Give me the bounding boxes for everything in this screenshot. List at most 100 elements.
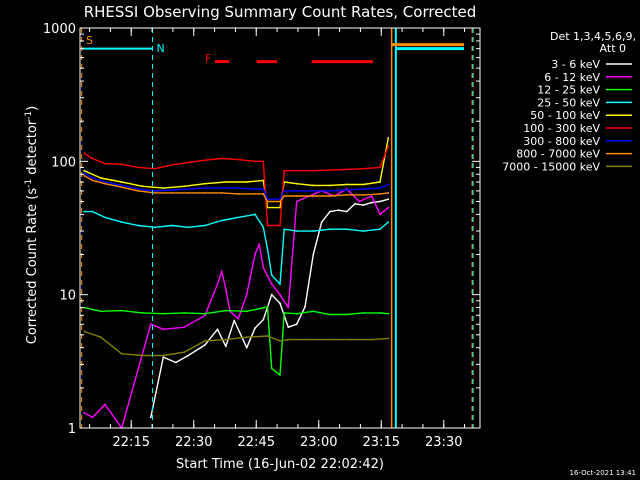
series-7-point-21 <box>379 193 381 195</box>
series-2-point-15 <box>329 313 331 316</box>
series-8-point-9 <box>266 335 269 337</box>
x-tick-label-3: 23:00 <box>300 435 337 450</box>
series-1-point-0 <box>83 411 86 414</box>
series-2-point-5 <box>183 312 186 314</box>
series-4-point-13 <box>295 182 298 185</box>
series-0-point-13 <box>270 293 273 296</box>
chart-title: RHESSI Observing Summary Count Rates, Co… <box>84 3 477 21</box>
series-5-point-18 <box>329 169 331 172</box>
series-1-point-12 <box>237 317 240 320</box>
series-4-point-15 <box>329 184 331 187</box>
series-3-point-13 <box>266 248 269 250</box>
x-tick-label-4: 23:15 <box>363 435 400 450</box>
series-0-point-11 <box>254 327 256 330</box>
series-4-point-1 <box>99 177 102 179</box>
series-1-point-13 <box>245 293 248 296</box>
series-3-point-3 <box>120 221 123 224</box>
series-3-point-22 <box>379 228 381 231</box>
series-1-point-15 <box>258 243 261 245</box>
series-0-point-16 <box>295 323 298 326</box>
flag-label-f: F <box>205 52 211 65</box>
series-6-point-9 <box>220 187 223 190</box>
series-0-point-10 <box>245 346 248 349</box>
series-1-point-17 <box>270 283 273 285</box>
series-6-point-20 <box>362 188 365 190</box>
series-1-point-19 <box>287 306 290 309</box>
series-7-point-11 <box>254 193 256 195</box>
series-5-point-9 <box>220 157 223 160</box>
series-0-point-17 <box>304 306 306 308</box>
series-7-point-1 <box>91 179 94 182</box>
series-1-point-26 <box>370 195 373 197</box>
series-1-point-18 <box>279 293 281 296</box>
series-0-point-5 <box>187 354 190 357</box>
series-5-point-5 <box>154 167 156 170</box>
series-6-point-1 <box>91 177 94 179</box>
series-1-point-8 <box>216 283 219 285</box>
series-5-point-7 <box>187 161 190 164</box>
series-6-point-8 <box>204 187 206 190</box>
series-4-point-11 <box>279 206 281 209</box>
series-4-point-9 <box>262 179 265 182</box>
series-0-point-7 <box>216 328 219 331</box>
x-axis-label: Start Time (16-Jun-02 22:02:42) <box>176 457 384 472</box>
series-3-point-8 <box>204 224 206 227</box>
flag-label-n: N <box>157 42 165 55</box>
series-6-point-19 <box>345 189 348 191</box>
series-1-point-14 <box>254 253 256 256</box>
series-5-point-21 <box>379 166 381 169</box>
x-tick-label-2: 22:45 <box>238 435 275 450</box>
series-8-point-8 <box>245 336 248 339</box>
series-3-point-9 <box>220 219 223 222</box>
series-line-3 <box>84 210 389 285</box>
series-0-point-22 <box>345 210 348 213</box>
series-0-point-15 <box>287 326 290 329</box>
y-axis-label-sup1: -1 <box>24 179 34 188</box>
series-7-point-8 <box>204 192 206 194</box>
series-0-point-24 <box>362 204 365 207</box>
series-2-point-3 <box>141 312 144 314</box>
y-axis-label-end: ) <box>25 106 40 111</box>
timestamp: 16-Oct-2021 13:41 <box>570 469 636 477</box>
series-6-point-3 <box>120 184 123 187</box>
series-0-point-14 <box>279 302 281 305</box>
series-7-point-12 <box>262 193 265 195</box>
series-1-point-27 <box>379 213 381 216</box>
series-1-point-16 <box>262 266 265 269</box>
series-8-point-14 <box>349 338 352 341</box>
series-2-point-19 <box>387 312 390 315</box>
y-tick-label-2: 100 <box>51 155 76 170</box>
x-tick-label-0: 22:15 <box>113 435 150 450</box>
series-4-point-3 <box>141 185 144 188</box>
series-7-point-16 <box>295 195 298 197</box>
y-tick-label-1: 10 <box>59 289 76 304</box>
series-0-point-4 <box>174 361 177 364</box>
y-tick-label-0: 1 <box>68 422 76 437</box>
series-4-point-14 <box>312 184 315 187</box>
series-8-point-3 <box>141 354 144 357</box>
series-2-point-2 <box>120 309 123 312</box>
series-4-point-17 <box>362 183 365 186</box>
series-5-point-17 <box>312 169 315 172</box>
series-6-point-10 <box>237 187 240 190</box>
series-5-point-3 <box>120 163 123 166</box>
series-0-point-20 <box>329 210 331 213</box>
series-3-point-20 <box>345 228 348 231</box>
y-axis-label: Corrected Count Rate (s-1 detector-1) <box>24 106 40 344</box>
series-0-point-19 <box>320 221 323 224</box>
series-8-point-11 <box>287 338 290 341</box>
series-4-point-4 <box>162 187 165 190</box>
legend-label-8: 7000 - 15000 keV <box>502 160 600 173</box>
series-8-point-16 <box>387 337 390 340</box>
series-1-point-7 <box>204 314 206 317</box>
series-3-point-16 <box>283 228 286 231</box>
series-5-point-15 <box>283 169 286 172</box>
series-8-point-12 <box>308 338 311 341</box>
series-6-point-12 <box>262 188 265 190</box>
series-1-point-10 <box>224 288 227 290</box>
series-6-point-16 <box>295 190 298 192</box>
series-7-point-19 <box>345 194 348 196</box>
series-5-point-22 <box>387 145 390 148</box>
series-8-point-15 <box>370 338 373 341</box>
